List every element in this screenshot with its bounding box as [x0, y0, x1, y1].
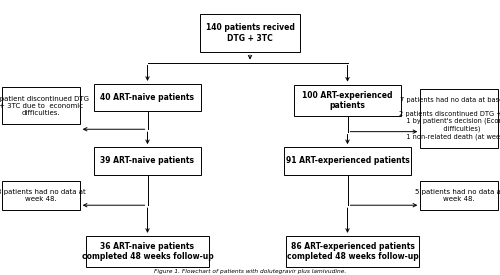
FancyBboxPatch shape [200, 14, 300, 52]
Text: 3 patients had no data at
week 48.: 3 patients had no data at week 48. [0, 189, 86, 202]
Text: 86 ART-experienced patients
completed 48 weeks follow-up: 86 ART-experienced patients completed 48… [286, 242, 418, 261]
FancyBboxPatch shape [94, 84, 201, 111]
Text: 7 patients had no data at baseline.

2 patients discontinued DTG + 3TC:
   1 by : 7 patients had no data at baseline. 2 pa… [399, 97, 500, 139]
FancyBboxPatch shape [2, 87, 80, 124]
Text: 1 patient discontinued DTG
+ 3TC due to  economic
difficulties.: 1 patient discontinued DTG + 3TC due to … [0, 96, 89, 116]
Text: 100 ART-experienced
patients: 100 ART-experienced patients [302, 91, 393, 110]
Text: Figure 1. Flowchart of patients with dolutegravir plus lamivudine.: Figure 1. Flowchart of patients with dol… [154, 269, 346, 274]
FancyBboxPatch shape [94, 147, 201, 175]
Text: 36 ART-naive patients
completed 48 weeks follow-up: 36 ART-naive patients completed 48 weeks… [82, 242, 214, 261]
FancyBboxPatch shape [294, 85, 401, 116]
FancyBboxPatch shape [420, 89, 498, 148]
Text: 39 ART-naive patients: 39 ART-naive patients [100, 156, 194, 165]
FancyBboxPatch shape [286, 236, 419, 267]
Text: 40 ART-naive patients: 40 ART-naive patients [100, 93, 194, 102]
FancyBboxPatch shape [2, 181, 80, 210]
FancyBboxPatch shape [86, 236, 209, 267]
Text: 5 patients had no data at
week 48.: 5 patients had no data at week 48. [414, 189, 500, 202]
FancyBboxPatch shape [420, 181, 498, 210]
FancyBboxPatch shape [284, 147, 411, 175]
Text: 140 patients recived
DTG + 3TC: 140 patients recived DTG + 3TC [206, 23, 294, 43]
Text: 91 ART-experienced patients: 91 ART-experienced patients [286, 156, 410, 165]
